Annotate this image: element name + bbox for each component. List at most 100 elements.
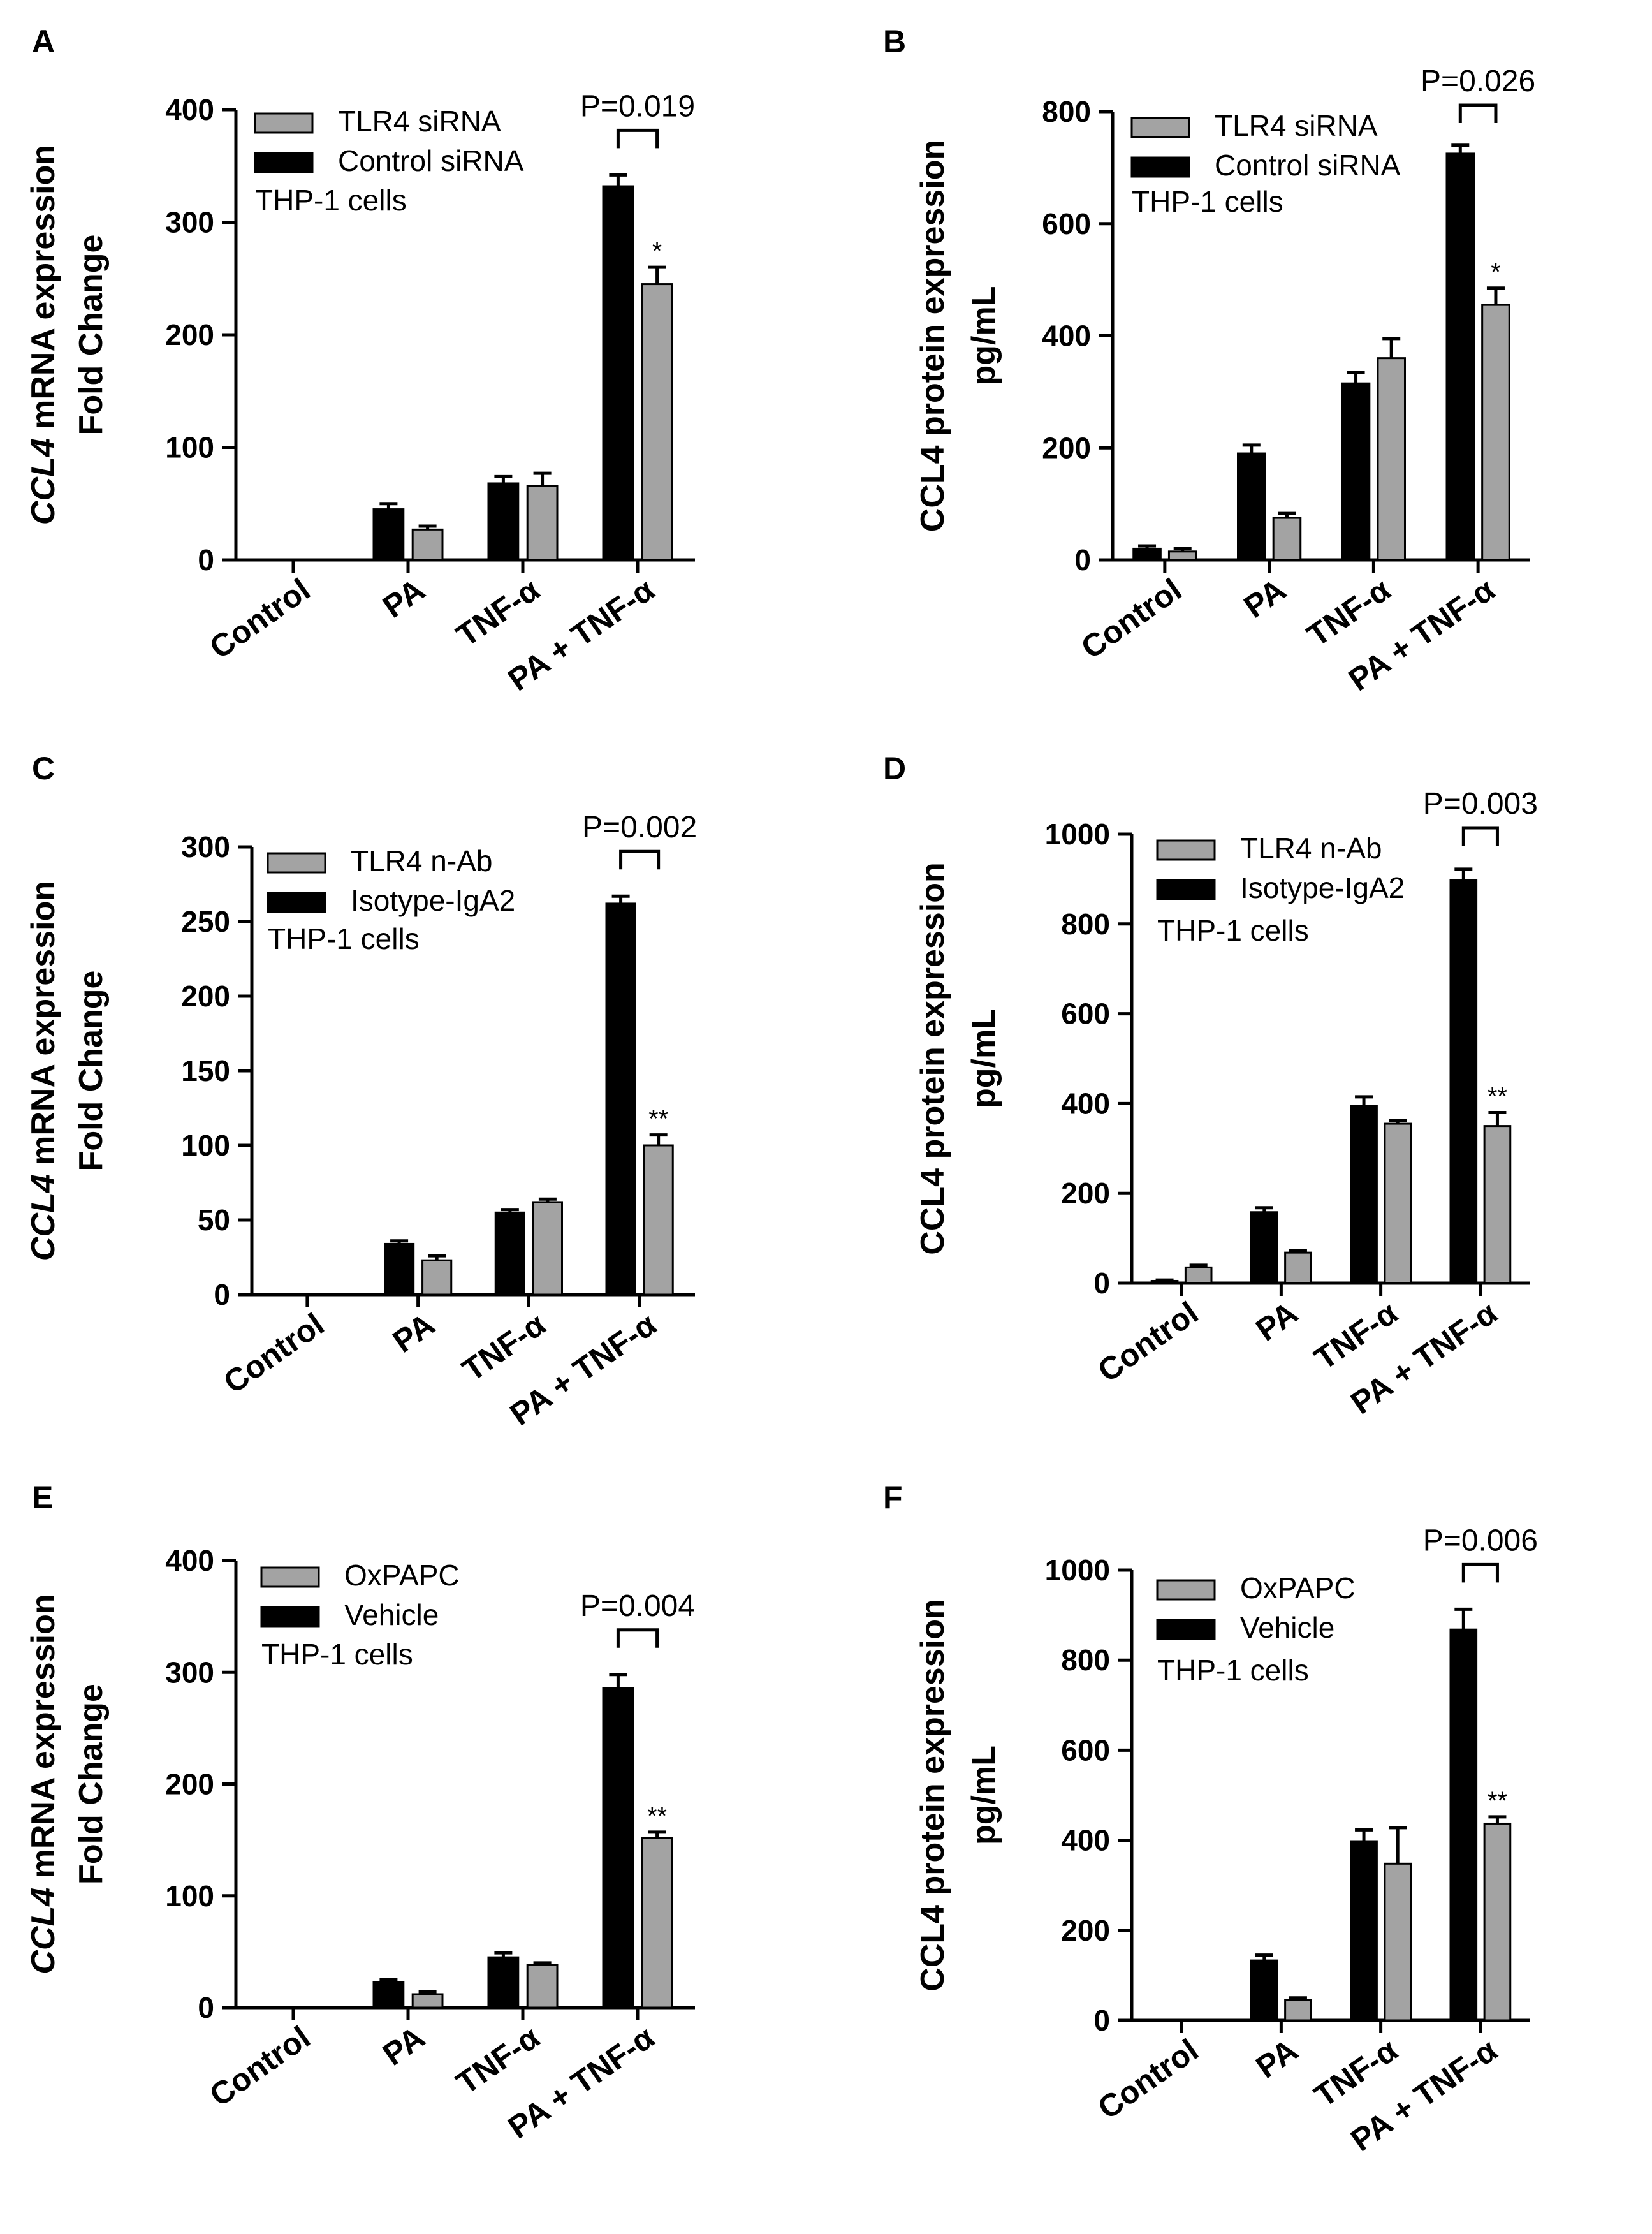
chart-panel-d: D 0 200 400 600 800 1000 CCL4 protein expressio…: [883, 751, 1538, 1421]
bar-control: [1449, 879, 1478, 1284]
y-tick-label: 400: [165, 1544, 214, 1577]
p-value-label: P=0.004: [580, 1589, 695, 1623]
bar-control: [1250, 1211, 1278, 1284]
chart-panel-a: A 0 100 200 300 400 CCL4 mRNA expression Fold C…: [25, 24, 695, 698]
y-tick-label: 600: [1061, 1733, 1110, 1767]
legend-label: TLR4 siRNA: [1215, 109, 1378, 142]
panel-letter: E: [32, 1480, 53, 1515]
bar-control: [1341, 382, 1371, 561]
x-category-label: Control: [217, 1306, 330, 1400]
y-axis-label: CCL4 protein expression: [914, 862, 951, 1254]
bar-control: [487, 1956, 520, 2009]
x-category-label: Control: [203, 2019, 317, 2113]
y-tick-label: 600: [1042, 207, 1091, 240]
y-tick-label: 200: [181, 980, 230, 1013]
chart-panel-f: F 0 200 400 600 800 1000 CCL4 protein expressio…: [883, 1480, 1538, 2158]
y-tick-label: 200: [1061, 1177, 1110, 1210]
significance-stars: **: [648, 1105, 668, 1133]
y-axis-label-part: CCL4: [25, 1174, 62, 1261]
y-tick-label: 400: [1061, 1824, 1110, 1857]
p-value-label: P=0.026: [1421, 64, 1535, 98]
legend-label: OxPAPC: [344, 1559, 460, 1592]
y-tick-label: 200: [1061, 1914, 1110, 1947]
cell-line-annotation: THP-1 cells: [1157, 914, 1309, 947]
p-value-label: P=0.019: [580, 89, 695, 123]
y-tick-label: 200: [165, 318, 214, 351]
bar-treated: [1384, 1122, 1412, 1284]
y-tick-label: 0: [1074, 543, 1091, 577]
y-axis-label-part: Fold Change: [73, 971, 110, 1172]
legend-swatch-control: [254, 152, 314, 173]
bar-treated: [532, 1201, 564, 1296]
y-tick-label: 100: [165, 431, 214, 464]
y-tick-label: 600: [1061, 997, 1110, 1031]
y-axis-label-part: pg/mL: [965, 1745, 1002, 1845]
y-axis-label-part: CCL4 protein expression: [914, 862, 951, 1254]
bar-treated: [1481, 304, 1510, 561]
legend-label: TLR4 siRNA: [338, 105, 501, 138]
y-tick-label: 0: [1093, 2004, 1110, 2037]
bar-control: [487, 482, 520, 561]
bar-treated: [1483, 1125, 1512, 1284]
bar-treated: [1184, 1266, 1213, 1284]
bar-treated: [1284, 1251, 1312, 1284]
legend-swatch-control: [267, 892, 326, 913]
significance-stars: *: [652, 237, 662, 265]
y-axis-label: CCL4 protein expression: [914, 140, 951, 532]
bar-treated: [411, 1993, 444, 2009]
significance-bracket: [1461, 1562, 1499, 1583]
bar-control: [1237, 452, 1266, 561]
significance-bracket: [616, 128, 659, 149]
y-tick-label: 400: [1042, 320, 1091, 353]
panel-letter: D: [883, 751, 906, 786]
bar-control: [372, 1981, 405, 2009]
bar-control: [1132, 547, 1162, 561]
y-axis-label-part: CCL4: [25, 438, 62, 525]
y-tick-label: 200: [1042, 431, 1091, 464]
bar-control: [372, 508, 405, 561]
x-category-label: TNF-α: [456, 1306, 552, 1388]
y-axis-label: pg/mL: [965, 286, 1002, 386]
legend-swatch-treated: [267, 852, 326, 874]
legend-swatch-control: [1130, 156, 1190, 178]
y-axis-label: pg/mL: [965, 1009, 1002, 1108]
legend-label: Isotype-IgA2: [351, 884, 515, 917]
x-category-label: Control: [1092, 2032, 1205, 2126]
legend-label: Isotype-IgA2: [1240, 871, 1405, 904]
chart-panel-c: C 0 50 100 150 200 250 300 CCL4 mRNA expression F…: [25, 751, 697, 1432]
chart-panel-b: B 0 200 400 600 800 CCL4 protein expression pg/…: [883, 24, 1535, 698]
bar-treated: [641, 283, 673, 561]
bar-control: [1445, 152, 1475, 561]
bar-treated: [526, 485, 559, 561]
y-tick-label: 250: [181, 905, 230, 938]
significance-stars: **: [1488, 1787, 1507, 1815]
y-tick-label: 300: [165, 206, 214, 239]
x-category-label: PA: [1250, 1295, 1305, 1348]
bar-treated: [526, 1964, 559, 2009]
y-tick-label: 0: [214, 1278, 230, 1311]
y-tick-label: 200: [165, 1768, 214, 1801]
y-axis-label-part: CCL4 protein expression: [914, 1599, 951, 1991]
bar-control: [602, 185, 634, 561]
y-axis-label: Fold Change: [73, 235, 110, 436]
significance-bracket: [1461, 826, 1499, 846]
cell-line-annotation: THP-1 cells: [255, 184, 407, 217]
legend-swatch-treated: [1156, 839, 1216, 861]
x-category-label: Control: [1092, 1295, 1205, 1389]
y-tick-label: 150: [181, 1054, 230, 1087]
y-tick-label: 0: [198, 1991, 214, 2024]
x-category-label: PA: [1250, 2032, 1305, 2085]
y-tick-label: 50: [198, 1203, 230, 1237]
y-tick-label: 1000: [1045, 818, 1110, 851]
y-tick-label: 0: [198, 543, 214, 577]
bar-treated: [421, 1259, 453, 1296]
x-category-label: Control: [1074, 571, 1188, 666]
y-axis-label-part: CCL4: [25, 1888, 62, 1974]
x-category-label: PA: [1238, 571, 1292, 625]
bar-treated: [1284, 1999, 1312, 2022]
cell-line-annotation: THP-1 cells: [261, 1638, 413, 1671]
p-value-label: P=0.006: [1423, 1524, 1538, 1557]
y-tick-label: 400: [1061, 1087, 1110, 1120]
y-axis-label: Fold Change: [73, 971, 110, 1172]
